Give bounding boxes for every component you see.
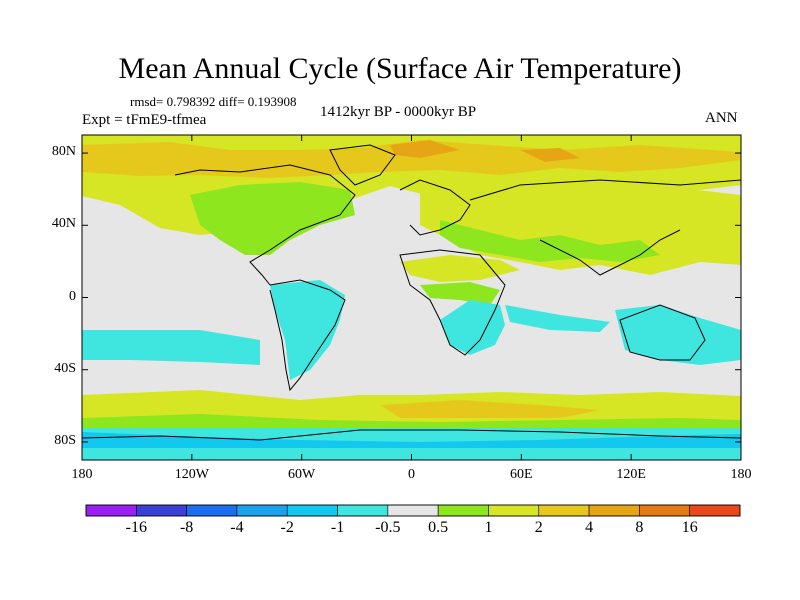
antarctic-ring-strong bbox=[380, 400, 600, 418]
africa-green bbox=[420, 282, 500, 305]
x-tick-label: 60E bbox=[510, 467, 533, 482]
colorbar-label: -16 bbox=[125, 519, 147, 536]
y-tick-label: 40N bbox=[51, 216, 76, 232]
colorbar-swatch bbox=[286, 504, 338, 517]
colorbar-label: 1 bbox=[484, 519, 493, 536]
x-tick-label: 180 bbox=[71, 467, 93, 482]
y-tick-label: 80S bbox=[54, 432, 76, 448]
y-tick-label: 80N bbox=[51, 144, 76, 160]
coast-south-america bbox=[269, 279, 346, 392]
y-tick-label: 0 bbox=[69, 288, 76, 304]
colorbar-swatch bbox=[337, 504, 389, 517]
colorbar-label: -0.5 bbox=[375, 519, 401, 536]
x-tick-label: 60W bbox=[288, 467, 316, 482]
period-label: 1412kyr BP - 0000kyr BP bbox=[320, 104, 477, 120]
colorbar-swatch bbox=[136, 504, 187, 517]
coast-africa bbox=[399, 249, 506, 356]
season-label: ANN bbox=[705, 110, 738, 126]
colorbar-swatch bbox=[186, 504, 238, 517]
colorbar-swatch bbox=[588, 504, 640, 517]
colorbar-label: -4 bbox=[230, 519, 244, 536]
eurasia-green bbox=[440, 220, 660, 262]
indian-ocean-cool bbox=[505, 305, 610, 332]
arctic-hot-spots bbox=[390, 140, 580, 162]
experiment-label: Expt = tFmE9-tfmea bbox=[82, 112, 207, 128]
colorbar-swatch bbox=[538, 504, 590, 517]
coast-europe bbox=[399, 179, 471, 236]
coastlines bbox=[82, 144, 741, 441]
arctic-strong-warm bbox=[82, 140, 741, 178]
coast-asia bbox=[469, 179, 741, 276]
map-field bbox=[82, 135, 741, 460]
y-tick-label: 40S bbox=[54, 360, 76, 376]
colorbar-label: 0.5 bbox=[428, 519, 449, 536]
coast-australia bbox=[619, 304, 706, 361]
south-america-cool bbox=[270, 280, 345, 380]
colorbar-swatch bbox=[488, 504, 540, 517]
coast-north-america bbox=[174, 164, 356, 286]
colorbar-swatch bbox=[387, 504, 439, 517]
southern-ocean-cool bbox=[82, 330, 260, 365]
x-tick-label: 120W bbox=[174, 467, 209, 482]
colorbar-label: -8 bbox=[179, 519, 194, 536]
australia-cool bbox=[615, 305, 741, 365]
north-africa-warm bbox=[400, 255, 520, 282]
colorbar-label: 8 bbox=[635, 519, 644, 536]
colorbar-label: 4 bbox=[585, 519, 594, 536]
colorbar-swatch bbox=[689, 504, 741, 517]
figure-title: Mean Annual Cycle (Surface Air Temperatu… bbox=[118, 52, 682, 85]
colorbar-label: 2 bbox=[534, 519, 543, 536]
x-tick-label: 0 bbox=[408, 467, 415, 482]
colorbar-frame bbox=[85, 504, 741, 517]
north-america-green bbox=[190, 182, 355, 255]
colorbar-label: -1 bbox=[330, 519, 345, 536]
colorbar-label: -2 bbox=[280, 519, 294, 536]
coast-greenland bbox=[329, 144, 396, 186]
colorbar-swatch bbox=[639, 504, 690, 517]
x-tick-label: 180 bbox=[730, 467, 752, 482]
colorbar bbox=[85, 504, 741, 517]
colorbar-swatch bbox=[437, 504, 489, 517]
antarctic-green bbox=[82, 414, 741, 428]
colorbar-label: 16 bbox=[681, 519, 698, 536]
colorbar-swatch bbox=[236, 504, 288, 517]
stats-label: rmsd= 0.798392 diff= 0.193908 bbox=[130, 94, 297, 109]
axis-ticks bbox=[81, 135, 742, 460]
coast-antarctica bbox=[82, 429, 741, 441]
x-tick-label: 120E bbox=[616, 467, 646, 482]
antarctica-cooler bbox=[82, 432, 741, 448]
southern-africa-cool bbox=[440, 300, 505, 355]
colorbar-swatch bbox=[85, 504, 137, 517]
